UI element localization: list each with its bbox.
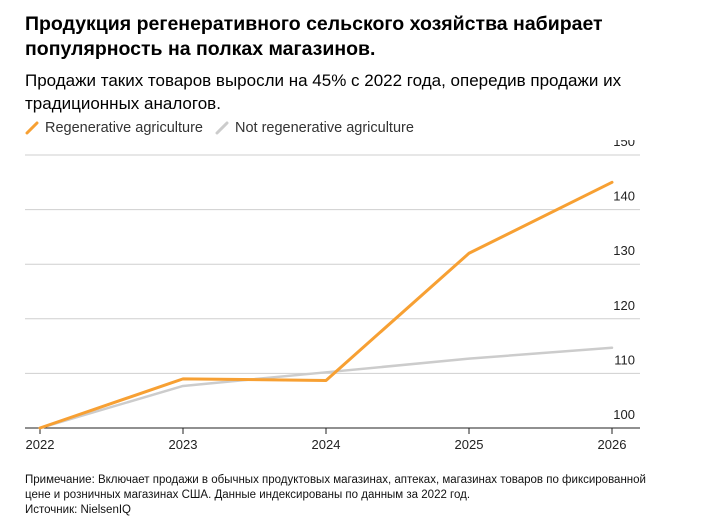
series-line-regenerative: [38, 180, 614, 430]
line-chart: 100 110 120 130 140 150 2022 2023 2024 2025 2026: [25, 140, 640, 452]
legend-label-regenerative: Regenerative agriculture: [45, 120, 203, 136]
y-tick-label-130: 130: [613, 243, 635, 258]
x-tick-label-2023: 2023: [169, 437, 198, 452]
footer: Примечание: Включает продажи в обычных п…: [25, 473, 665, 518]
chart-source: Источник: NielsenIQ: [25, 504, 131, 516]
series-line-not-regenerative: [38, 346, 614, 430]
x-tick-label-2022: 2022: [26, 437, 55, 452]
legend-swatch-not-regenerative: [215, 121, 229, 135]
chart-subtitle: Продажи таких товаров выросли на 45% с 2…: [25, 71, 622, 113]
legend-swatch-regenerative: [25, 121, 39, 135]
y-tick-label-110: 110: [614, 352, 635, 367]
chart-title: Продукция регенеративного сельского хозя…: [25, 13, 603, 60]
y-tick-label-140: 140: [613, 189, 635, 204]
x-tick-label-2026: 2026: [598, 437, 627, 452]
legend-label-not-regenerative: Not regenerative agriculture: [234, 120, 414, 136]
y-tick-label-150: 150: [613, 140, 635, 149]
legend-item-not-regenerative: Not regenerative agriculture: [215, 120, 414, 136]
x-tick-label-2025: 2025: [455, 437, 484, 452]
chart-note: Примечание: Включает продажи в обычных п…: [25, 474, 646, 501]
y-tick-label-100: 100: [613, 407, 635, 422]
x-tick-label-2024: 2024: [312, 437, 341, 452]
legend: Regenerative agriculture Not regenerativ…: [25, 119, 426, 137]
y-tick-label-120: 120: [613, 298, 635, 313]
legend-item-regenerative: Regenerative agriculture: [25, 120, 203, 136]
